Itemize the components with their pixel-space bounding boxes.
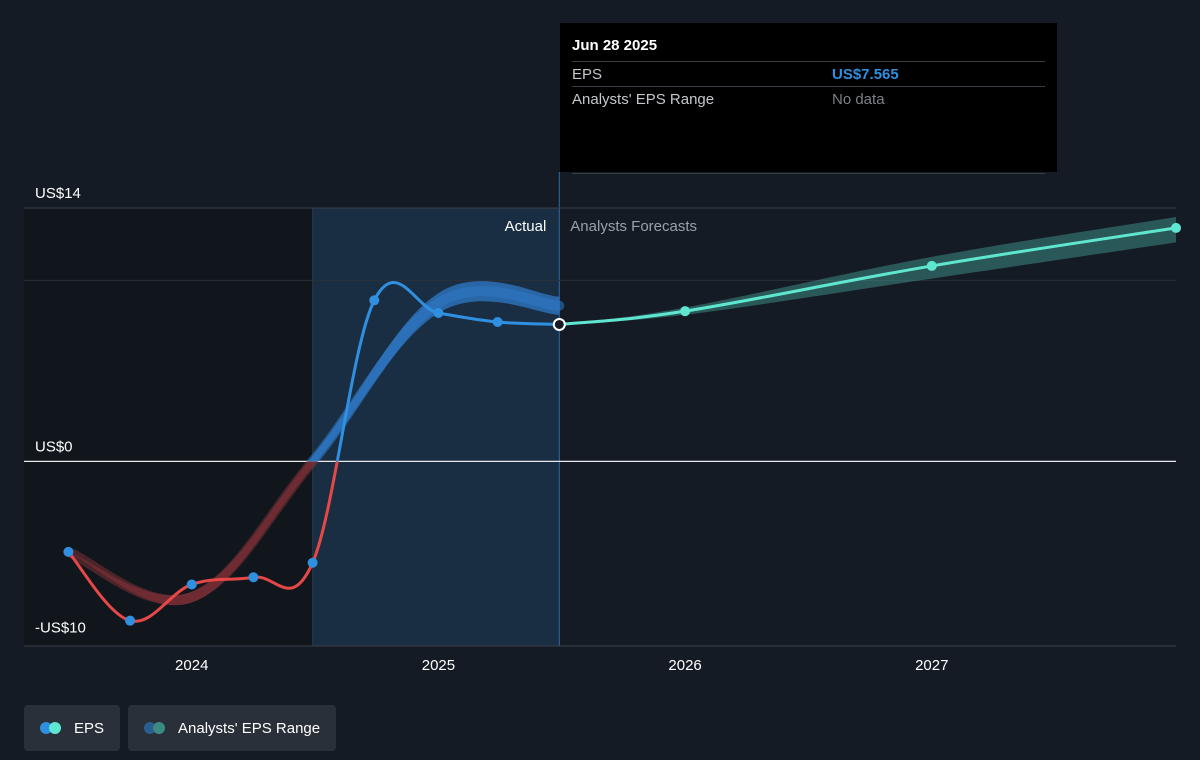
eps-actual-point [433,307,444,318]
y-tick-label: US$0 [35,438,73,455]
eps-actual-point [63,546,74,557]
chart-legend: EPS Analysts' EPS Range [24,705,337,751]
eps-actual-point [248,572,259,583]
eps-forecast-point [926,260,937,271]
tooltip-range-value: No data [832,90,885,108]
x-tick-label: 2025 [422,657,455,674]
eps-actual-point [125,615,136,626]
eps-forecast-point [1171,222,1181,233]
tooltip-divider [572,111,1045,174]
eps-actual-point [307,557,318,568]
y-tick-label: US$14 [35,185,81,202]
tooltip-eps-value: US$7.565 [832,65,899,83]
x-tick-label: 2027 [915,657,948,674]
x-tick-label: 2026 [668,657,701,674]
eps-forecast-line [559,226,1177,326]
x-tick-label: 2024 [175,657,208,674]
eps-current-point [552,317,566,331]
analysts-eps-range-forecast [559,217,1176,325]
legend-range-button[interactable]: Analysts' EPS Range [128,705,337,751]
analysts-eps-range-history-core [63,286,565,606]
tooltip-panel: Jun 28 2025 EPS US$7.565 Analysts' EPS R… [560,23,1057,174]
y-tick-label: -US$10 [35,619,86,636]
tooltip-eps-row: EPS US$7.565 [572,61,1045,86]
eps-legend-icon [40,722,64,734]
legend-eps-button[interactable]: EPS [24,705,121,751]
eps-actual-point [186,579,197,590]
region-label-actual: Actual [505,218,547,235]
tooltip-eps-label: EPS [572,65,603,83]
tooltip-date: Jun 28 2025 [572,37,658,54]
region-label-forecast: Analysts Forecasts [570,218,697,235]
range-legend-icon [144,722,168,734]
eps-actual-point [492,317,503,328]
actual-highlight-region [312,208,560,646]
tooltip-range-row: Analysts' EPS Range No data [572,86,1045,111]
past-region [24,208,313,646]
tooltip-range-label: Analysts' EPS Range [572,90,715,108]
eps-actual-line [67,281,560,623]
legend-range-label: Analysts' EPS Range [178,719,321,737]
legend-eps-label: EPS [74,719,105,737]
eps-forecast-point [680,306,691,317]
eps-chart: US$14 US$0 -US$10 2024 2025 2026 2027 Actual Ana… [24,172,1181,674]
eps-actual-point [369,295,380,306]
